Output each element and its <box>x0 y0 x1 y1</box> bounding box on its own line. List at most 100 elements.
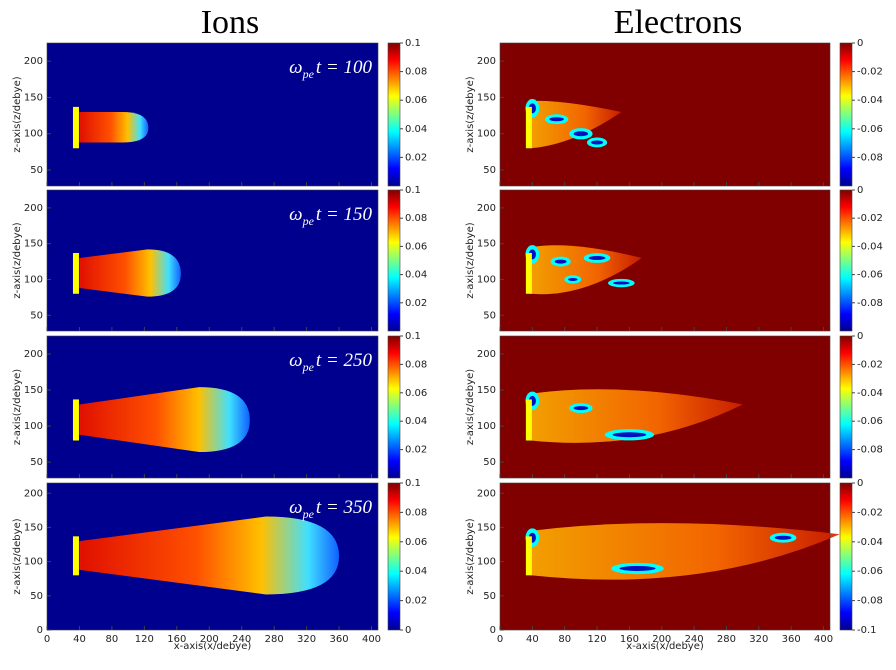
plot-frame <box>46 189 379 332</box>
colorbar-tick-label: 0.02 <box>405 445 427 456</box>
y-tick-label: 100 <box>477 129 496 140</box>
colorbar-tick-label: -0.04 <box>857 537 883 548</box>
plot-frame <box>46 335 379 479</box>
y-tick-label: 150 <box>477 239 496 250</box>
x-tick-label: 280 <box>265 634 284 645</box>
y-axis-label: z-axis(z/debye) <box>465 369 476 445</box>
electron-hole-core <box>612 281 630 285</box>
y-axis-label: z-axis(z/debye) <box>465 76 476 152</box>
electron-plume <box>530 523 840 580</box>
x-tick-label: 240 <box>685 634 704 645</box>
colorbar-tick-label: 0.1 <box>405 478 421 489</box>
column-title: Electrons <box>614 4 742 41</box>
colorbar-tick-label: -0.02 <box>857 213 883 224</box>
colorbar-tick-label: -0.04 <box>857 388 883 399</box>
colorbar-tick-label: 0.06 <box>405 95 427 106</box>
colorbar-tick-label: 0.1 <box>405 331 421 342</box>
electron-plume <box>530 100 622 149</box>
colorbar-tick-label: 0.02 <box>405 152 427 163</box>
annotation-text: t = 250 <box>316 350 373 371</box>
colorbar-tick-label: 0 <box>405 625 411 636</box>
annotation-subscript: pe <box>302 360 315 374</box>
y-tick-label: 150 <box>477 385 496 396</box>
annotation-symbol: ω <box>289 204 302 225</box>
ion-plume <box>79 516 340 595</box>
y-tick-label: 50 <box>483 165 496 176</box>
y-tick-label: 200 <box>24 56 43 67</box>
x-axis-label: x-axis(x/debye) <box>626 641 704 652</box>
colorbar-tick-label: 0.08 <box>405 213 427 224</box>
y-tick-label: 150 <box>477 92 496 103</box>
colorbar <box>839 482 853 631</box>
y-tick-label: 0 <box>37 625 43 636</box>
x-tick-label: 280 <box>717 634 736 645</box>
antenna <box>525 106 532 149</box>
time-annotation: ωpe t = 100 <box>289 57 372 81</box>
y-tick-label: 200 <box>24 488 43 499</box>
y-tick-label: 50 <box>483 310 496 321</box>
electron-hole-core <box>612 432 647 438</box>
colorbar-tick-label: -0.04 <box>857 241 883 252</box>
y-tick-label: 200 <box>477 203 496 214</box>
colorbar <box>839 42 853 187</box>
x-tick-label: 160 <box>620 634 639 645</box>
colorbar-tick-label: -0.08 <box>857 445 883 456</box>
colorbar-tick-label: 0.06 <box>405 388 427 399</box>
colorbar-tick-label: -0.06 <box>857 416 883 427</box>
colorbar-tick-label: 0.04 <box>405 566 427 577</box>
annotation-subscript: pe <box>302 507 315 521</box>
y-axis-label: z-axis(z/debye) <box>12 369 23 445</box>
electron-hole-core <box>573 406 589 411</box>
plot-frame <box>46 42 379 187</box>
colorbar-tick-label: 0.06 <box>405 537 427 548</box>
x-tick-label: 80 <box>106 634 119 645</box>
colorbar <box>839 335 853 479</box>
colorbar <box>387 335 401 479</box>
colorbar-tick-label: -0.02 <box>857 67 883 78</box>
y-tick-label: 150 <box>24 385 43 396</box>
colorbar-tick-label: 0 <box>857 185 863 196</box>
colorbar-tick-label: 0 <box>857 38 863 49</box>
antenna <box>72 399 79 441</box>
y-tick-label: 100 <box>477 557 496 568</box>
x-tick-label: 320 <box>749 634 768 645</box>
colorbar-tick-label: 0.1 <box>405 38 421 49</box>
y-tick-label: 50 <box>30 165 43 176</box>
x-tick-label: 360 <box>330 634 349 645</box>
y-tick-label: 150 <box>24 239 43 250</box>
annotation-symbol: ω <box>289 497 302 518</box>
colorbar-tick-label: -0.08 <box>857 152 883 163</box>
x-tick-label: 200 <box>652 634 671 645</box>
colorbar-tick-label: -0.1 <box>857 625 877 636</box>
y-tick-label: 100 <box>477 274 496 285</box>
x-tick-label: 160 <box>167 634 186 645</box>
plot-frame <box>499 189 831 332</box>
y-tick-label: 150 <box>24 92 43 103</box>
column-title: Ions <box>201 4 260 41</box>
annotation-symbol: ω <box>289 350 302 371</box>
x-axis-label: x-axis(x/debye) <box>174 641 252 652</box>
colorbar-tick-label: -0.04 <box>857 95 883 106</box>
antenna <box>72 252 79 294</box>
y-tick-label: 200 <box>477 488 496 499</box>
ion-plume <box>79 387 250 453</box>
y-tick-label: 100 <box>477 421 496 432</box>
x-tick-label: 120 <box>135 634 154 645</box>
y-axis-label: z-axis(z/debye) <box>12 76 23 152</box>
x-tick-label: 80 <box>558 634 571 645</box>
y-tick-label: 100 <box>24 129 43 140</box>
x-tick-label: 360 <box>782 634 801 645</box>
antenna <box>72 536 79 576</box>
colorbar <box>839 189 853 332</box>
y-axis-label: z-axis(z/debye) <box>465 518 476 594</box>
colorbar-tick-label: 0.04 <box>405 270 427 281</box>
colorbar-tick-label: 0.08 <box>405 359 427 370</box>
annotation-text: t = 150 <box>316 204 373 225</box>
colorbar-tick-label: 0 <box>857 331 863 342</box>
x-tick-label: 400 <box>814 634 833 645</box>
plot-frame <box>499 482 831 631</box>
electron-hole-core <box>549 117 564 122</box>
y-tick-label: 200 <box>477 56 496 67</box>
colorbar-tick-label: 0.08 <box>405 507 427 518</box>
y-tick-label: 100 <box>24 274 43 285</box>
